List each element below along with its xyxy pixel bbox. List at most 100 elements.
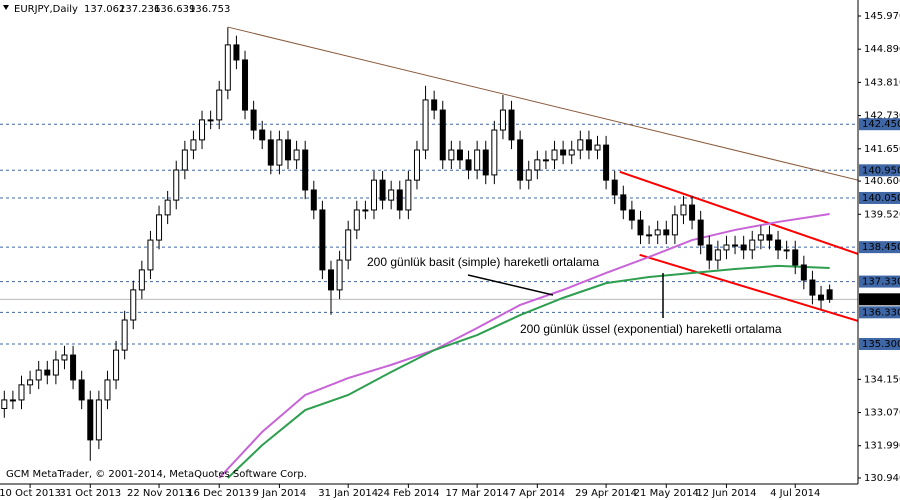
candle-body [628,209,635,221]
candle-body [87,399,94,441]
candle-body [259,129,266,141]
candle-body [138,269,145,291]
candle-body [413,149,420,181]
x-tick-label: 7 Apr 2014 [510,488,565,499]
candle-body [242,59,249,111]
candle-body [448,149,455,161]
candle-body [362,209,369,212]
annotation-pointer [467,274,554,296]
candle-body [680,204,687,216]
candle-body [671,214,678,236]
candle-body [637,219,644,236]
candle-body [345,229,352,261]
candle-body [388,189,395,201]
y-tick-label: 131.990 [864,441,900,452]
candle-body [276,139,283,166]
candle-body [250,109,257,131]
y-tick-label: 140.600 [864,176,900,187]
level-label-box [859,164,900,177]
level-label: 140.950 [862,165,900,176]
candle-body [439,109,446,161]
candle-body [585,139,592,151]
candle-body [551,149,558,161]
candle-body [775,239,782,251]
candle-body [95,399,102,441]
y-tick-label: 133.070 [864,408,900,419]
y-tick-label: 130.940 [864,473,900,484]
x-tick-label: 29 Apr 2014 [575,488,637,499]
candle-body [353,209,360,231]
x-tick-label: 24 Feb 2014 [377,488,439,499]
y-tick-label: 145.970 [864,11,900,22]
candle-body [766,234,773,241]
footer: GCM MetaTrader, © 2001-2014, MetaQuotes … [6,469,307,480]
candle-body [35,369,42,381]
level-label: 140.050 [862,193,900,204]
candle-body [319,209,326,271]
candle-body [499,109,506,131]
candle-body [396,189,403,211]
candle-body [164,199,171,216]
candle-body [327,269,334,291]
candle-body [517,139,524,181]
candle-body [525,169,532,181]
candle-body [52,359,59,376]
level-label-box [859,275,900,288]
candle-body [689,204,696,221]
candle-body [611,179,618,196]
candle-body [757,234,764,241]
candle-body [474,149,481,171]
x-tick-label: 4 Jul 2014 [770,488,820,499]
candle-body [104,379,111,401]
candle-body [181,149,188,171]
axis: 145.970 144.890 143.810 142.730 141.650 140.6… [0,11,900,499]
menu-icon [3,5,9,10]
candle-body [61,354,68,361]
candle-body [482,149,489,176]
candle-body [431,99,438,111]
level-label-box [859,337,900,350]
levels [0,123,858,345]
level-label: 137.330 [862,277,900,288]
candle-body [749,239,756,251]
candle-body [310,189,317,211]
candle-body [568,149,575,156]
candle-body [190,139,197,151]
candle-body [491,129,498,176]
candle-body [156,214,163,241]
current-price-box [859,293,900,306]
candle-body [44,369,51,376]
candle-body [697,219,704,246]
candle-body [113,349,120,381]
candle-body [723,244,730,251]
level-label-box [859,306,900,319]
candle-body [594,144,601,151]
candle-body [800,264,807,281]
candle-body [130,289,137,321]
candle-body [508,109,515,141]
candle-body [706,244,713,261]
candle-body [732,244,739,247]
moving-average [218,212,830,479]
candle-body [560,149,567,156]
level-label: 135.300 [862,339,900,350]
candle-body [147,239,154,271]
candle-body [577,139,584,151]
plot [1,26,858,479]
candle-body [173,169,180,201]
level-label-box [859,241,900,254]
candle-body [302,149,309,191]
trendline [227,26,858,181]
y-tick-label: 142.730 [864,111,900,122]
candle-body [233,44,240,61]
candle-body [224,44,231,91]
trendline [639,253,858,322]
candle-body [792,249,799,266]
x-tick-label: 10 Oct 2013 [0,488,61,499]
x-tick-label: 31 Jan 2014 [318,488,378,499]
candle-body [542,159,549,162]
candle-body [405,179,412,211]
candle-body [654,229,661,236]
